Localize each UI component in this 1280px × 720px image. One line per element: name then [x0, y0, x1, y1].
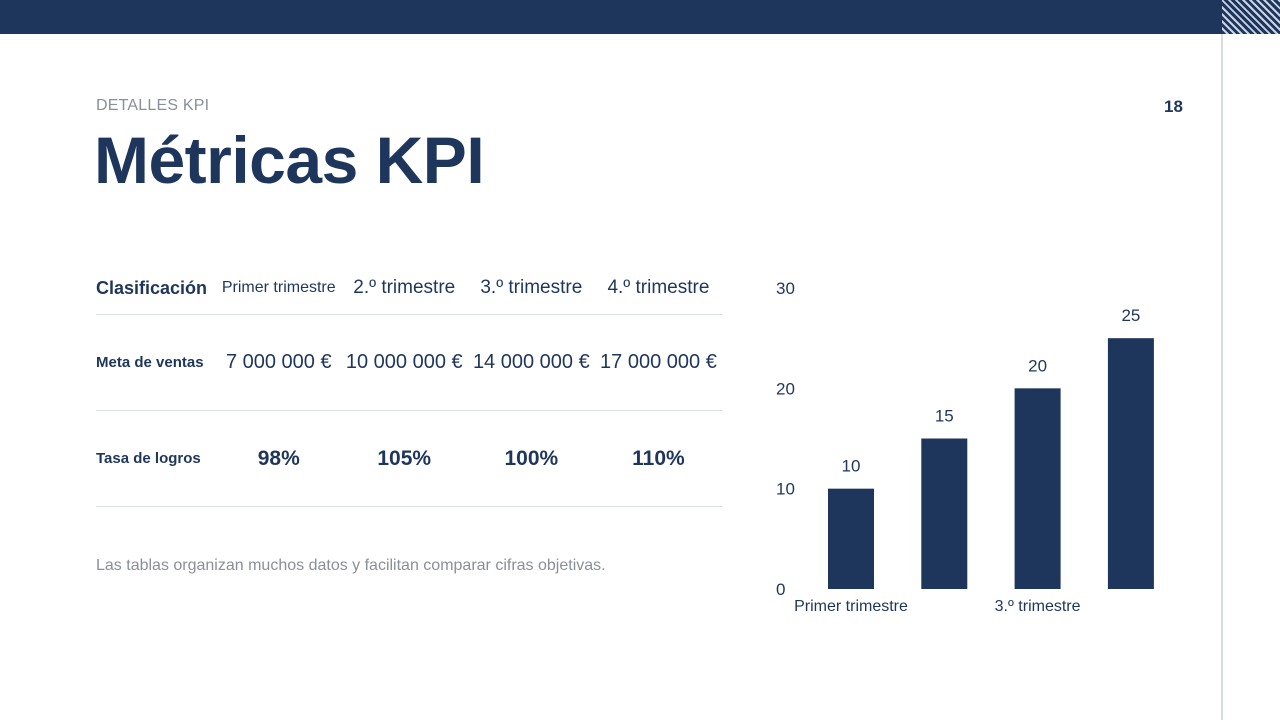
vertical-divider: [1221, 34, 1223, 720]
table-cell: 10 000 000 €: [340, 314, 468, 411]
header-cell: 4.º trimestre: [594, 262, 722, 315]
table-cell: 17 000 000 €: [594, 314, 722, 411]
y-tick-label: 0: [776, 580, 785, 599]
table-cell: 14 000 000 €: [467, 314, 595, 411]
table-header-row: Clasificación Primer trimestre 2.º trime…: [96, 262, 722, 315]
header-cell: 2.º trimestre: [340, 262, 468, 315]
header-cell: 3.º trimestre: [467, 262, 595, 315]
footnote: Las tablas organizan muchos datos y faci…: [96, 557, 606, 574]
table-cell: 98%: [216, 410, 341, 507]
data-label: 25: [1121, 306, 1140, 325]
row-label: Meta de ventas: [96, 314, 217, 411]
data-label: 20: [1028, 356, 1047, 375]
section-eyebrow: DETALLES KPI: [96, 97, 210, 114]
bar: [1107, 338, 1154, 589]
hatch-pattern-decoration: [1222, 0, 1280, 34]
table-cell: 100%: [467, 410, 595, 507]
x-tick-label: 3.º trimestre: [995, 598, 1081, 615]
page-number: 18: [1164, 97, 1183, 116]
bar: [828, 488, 874, 589]
data-label: 10: [842, 457, 861, 476]
y-tick-label: 20: [776, 379, 795, 398]
y-tick-label: 10: [776, 480, 795, 499]
kpi-table: Clasificación Primer trimestre 2.º trime…: [96, 262, 722, 507]
bar: [921, 438, 968, 589]
bar-chart: 0 10 20 30 10 15 20 25 Primer trimestre 3.º trime…: [776, 279, 1154, 615]
page-title: Métricas KPI: [94, 123, 485, 197]
table-cell: 110%: [594, 410, 722, 507]
table-cell: 7 000 000 €: [216, 314, 341, 411]
header-cell: Primer trimestre: [216, 262, 341, 315]
data-label: 15: [935, 407, 954, 426]
header-cell: Clasificación: [96, 262, 217, 315]
table-row: Meta de ventas 7 000 000 € 10 000 000 € …: [96, 314, 722, 411]
table-cell: 105%: [340, 410, 468, 507]
bar: [1014, 388, 1061, 589]
y-tick-label: 30: [776, 279, 795, 298]
x-tick-label: Primer trimestre: [794, 598, 908, 615]
top-bar: [0, 0, 1222, 34]
row-label: Tasa de logros: [96, 410, 217, 507]
table-row: Tasa de logros 98% 105% 100% 110%: [96, 410, 722, 507]
